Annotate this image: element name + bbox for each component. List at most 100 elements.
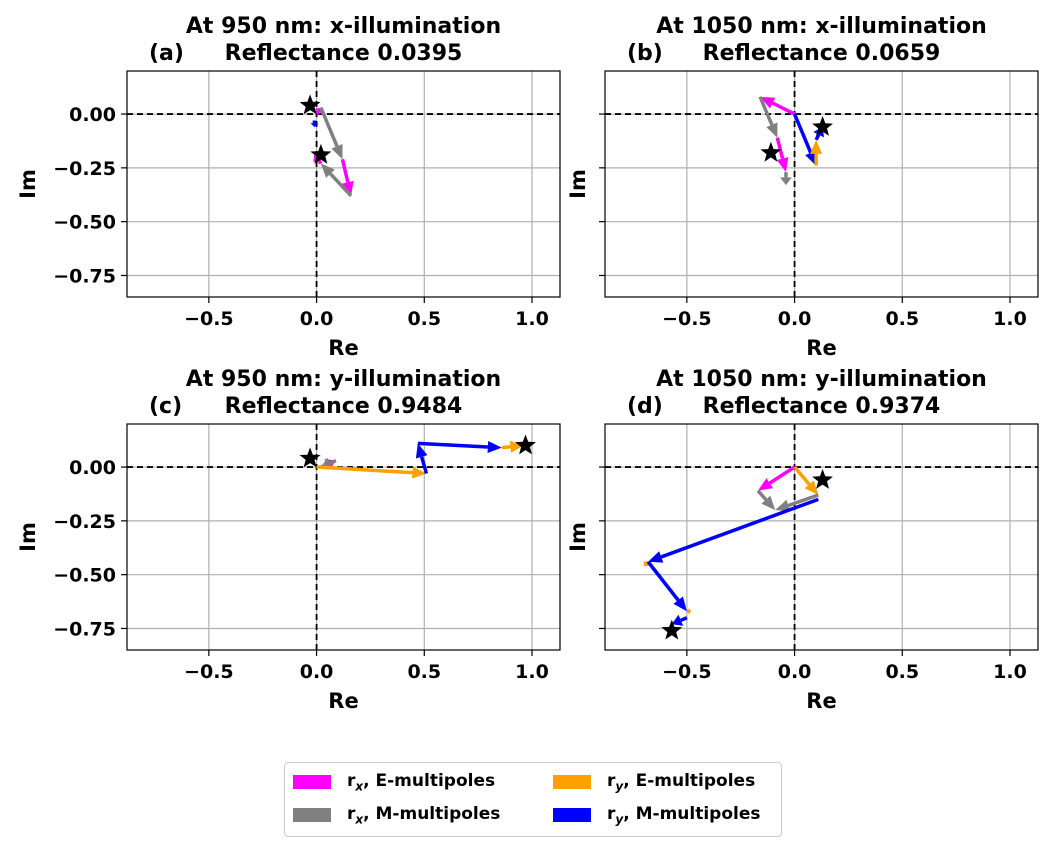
arrow-rx-m-a-1 — [319, 106, 343, 160]
ylabel-b: Im — [566, 169, 590, 199]
xtick-label-b-0: −0.5 — [662, 308, 712, 330]
axes-frame-a — [126, 70, 561, 298]
ytick-label-a-3: −0.75 — [53, 265, 116, 287]
arrow-head — [320, 163, 335, 178]
arrow-head — [804, 480, 819, 496]
star-marker-b-0 — [760, 141, 782, 162]
arrow-rx-m-d-3 — [775, 493, 819, 512]
star-marker-d-0 — [812, 469, 833, 489]
arrow-head — [487, 440, 502, 453]
legend-item-ry-m: ry, M-multipoles — [553, 804, 761, 826]
title-line1-c: At 950 nm: y-illumination — [186, 367, 501, 392]
panel-b: −0.5 0.0 0.5 1.0 Re Im At 1050 nm: x-illuminat… — [566, 14, 1039, 360]
star-marker-a-0 — [299, 94, 321, 115]
arrow-rx-m-a-3 — [320, 163, 353, 198]
arrow-head — [775, 499, 791, 512]
arrow-head — [643, 560, 650, 567]
arrow-shaft — [316, 465, 413, 475]
legend-item-rx-m: rx, M-multipoles — [293, 804, 500, 826]
legend-label-ry-m: ry, M-multipoles — [607, 803, 761, 827]
arrow-shaft — [787, 493, 819, 508]
arrow-head — [688, 607, 692, 615]
star-marker-c-1 — [515, 434, 536, 455]
panel-d: −0.5 0.0 0.5 1.0 Re Im At 1050 nm: y-illuminat… — [566, 367, 1039, 713]
legend-label-rx-e: rx, E-multipoles — [347, 770, 496, 794]
arrow-rx-e-b-2 — [775, 137, 789, 173]
arrow-rx-m-b-3 — [780, 172, 792, 186]
axes-frame-d — [604, 423, 1039, 651]
arrow-head — [780, 177, 792, 186]
arrow-shaft — [417, 441, 488, 449]
axes-frame-c — [126, 423, 561, 651]
legend: rx, E-multipoles rx, M-multipoles ry, E-… — [284, 762, 782, 837]
arrow-rx-e-b-0 — [760, 96, 796, 116]
arrow-shaft — [319, 106, 339, 147]
arrow-head — [766, 122, 778, 138]
legend-item-ry-e: ry, E-multipoles — [553, 771, 755, 793]
legend-label-ry-e: ry, E-multipoles — [607, 770, 756, 794]
legend-swatch-rx-m — [293, 808, 331, 822]
arrows-a — [310, 106, 354, 198]
legend-swatch-ry-e — [553, 775, 591, 789]
legend-swatch-rx-e — [293, 775, 331, 789]
arrow-head — [760, 96, 776, 109]
star-marker-c-0 — [299, 447, 321, 468]
panel-label-a: (a) — [149, 41, 184, 66]
panel-label-c: (c) — [149, 394, 182, 419]
arrow-shaft — [758, 96, 774, 126]
xtick-label-c-2: 0.5 — [407, 661, 441, 683]
arrow-ry-e-c-2 — [316, 465, 427, 479]
arrows-d — [643, 465, 819, 626]
arrow-head — [331, 144, 343, 160]
xlabel-a: Re — [328, 336, 358, 360]
xtick-label-d-1: 0.0 — [778, 661, 812, 683]
arrow-ry-e-c-6 — [501, 440, 524, 453]
title-line1-d: At 1050 nm: y-illumination — [656, 367, 987, 392]
star-marker-d-1 — [661, 619, 683, 640]
arrow-head — [648, 551, 664, 563]
xtick-label-a-0: −0.5 — [184, 308, 234, 330]
xtick-label-d-2: 0.5 — [885, 661, 919, 683]
arrow-rx-m-d-1 — [756, 489, 776, 511]
arrow-shaft — [315, 110, 320, 116]
arrow-ry-e-d-2 — [793, 465, 819, 496]
legend-label-rx-m: rx, M-multipoles — [347, 803, 501, 827]
arrow-ry-m-d-6 — [646, 560, 687, 612]
arrows-c — [316, 440, 524, 479]
arrow-head — [810, 139, 823, 154]
arrow-head — [671, 614, 684, 626]
arrow-shaft — [768, 465, 796, 485]
ytick-label-a-1: −0.25 — [53, 158, 116, 180]
arrow-ry-m-b-4 — [792, 113, 817, 166]
arrows-b — [758, 96, 825, 186]
xtick-label-d-0: −0.5 — [662, 661, 712, 683]
arrow-shaft — [680, 616, 688, 622]
title-line2-a: Reflectance 0.0395 — [225, 41, 463, 66]
xtick-label-c-0: −0.5 — [184, 661, 234, 683]
arrow-ry-m-a-5 — [310, 120, 319, 127]
title-line2-d: Reflectance 0.9374 — [703, 394, 941, 419]
xtick-label-b-1: 0.0 — [778, 308, 812, 330]
arrow-head — [412, 466, 427, 479]
arrow-rx-e-d-0 — [757, 465, 796, 491]
star-marker-a-1 — [310, 143, 332, 164]
arrow-shaft — [501, 445, 511, 450]
xlabel-d: Re — [806, 689, 836, 713]
title-line1-a: At 950 nm: x-illumination — [186, 14, 501, 39]
xtick-label-a-3: 1.0 — [515, 308, 549, 330]
arrow-rx-e-a-2 — [340, 158, 354, 196]
xtick-label-d-3: 1.0 — [993, 661, 1027, 683]
arrow-shaft — [775, 137, 785, 160]
xlabel-c: Re — [328, 689, 358, 713]
arrow-ry-e-d-7 — [686, 607, 692, 615]
arrow-shaft — [340, 158, 350, 183]
arrow-shaft — [419, 456, 429, 474]
arrow-shaft — [660, 497, 819, 559]
arrow-shaft — [771, 101, 796, 116]
star-marker-b-1 — [812, 116, 833, 136]
arrow-head — [509, 440, 524, 453]
ylabel-d: Im — [566, 522, 590, 552]
ytick-label-c-3: −0.75 — [53, 618, 116, 640]
arrow-ry-m-c-5 — [417, 440, 502, 453]
